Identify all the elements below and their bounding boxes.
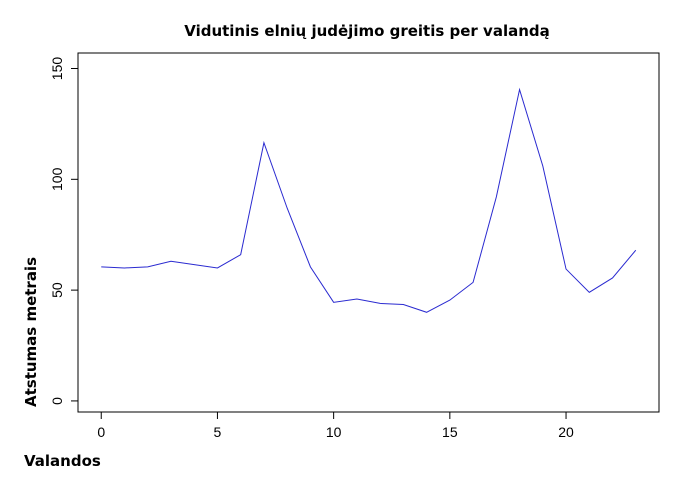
- y-tick-label: 100: [49, 167, 65, 191]
- y-axis: 0 50 100 150: [49, 57, 78, 405]
- x-tick-label: 10: [326, 424, 342, 440]
- x-tick-label: 20: [558, 424, 574, 440]
- x-axis: 0 5 10 15 20: [97, 412, 574, 440]
- x-tick-label: 15: [442, 424, 458, 440]
- y-tick-label: 150: [49, 57, 65, 81]
- series-line: [101, 87, 637, 313]
- y-axis-label: Atstumas metrais: [22, 257, 40, 407]
- y-tick-label: 50: [49, 282, 65, 298]
- x-tick-label: 5: [214, 424, 222, 440]
- x-tick-label: 0: [97, 424, 105, 440]
- chart-title: Vidutinis elnių judėjimo greitis per val…: [184, 22, 550, 40]
- x-axis-label: Valandos: [24, 452, 101, 470]
- y-tick-label: 0: [49, 397, 65, 405]
- plot-frame: [77, 52, 660, 413]
